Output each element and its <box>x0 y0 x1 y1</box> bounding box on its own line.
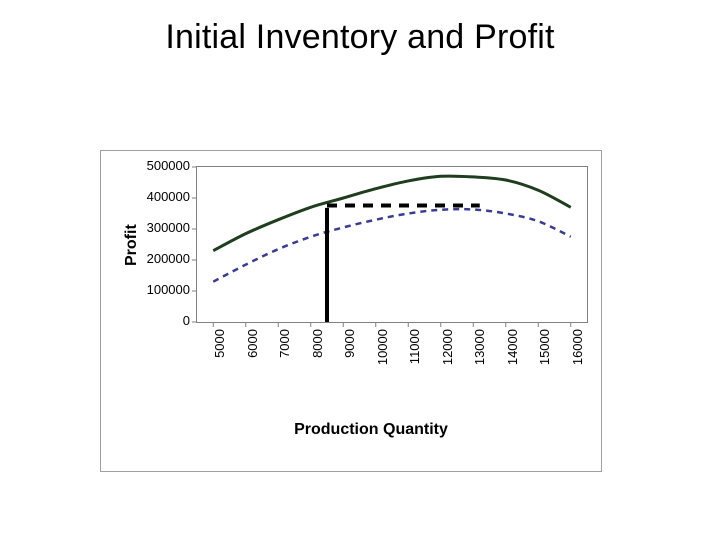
x-tick-label: 6000 <box>245 329 260 377</box>
x-tick-label: 12000 <box>440 329 455 377</box>
series-b-dashed <box>213 209 571 282</box>
x-tick-label: 8000 <box>310 329 325 377</box>
x-tick-label: 9000 <box>342 329 357 377</box>
slide: Initial Inventory and Profit Profit Prod… <box>0 0 720 540</box>
chart-container: Profit Production Quantity 0100000200000… <box>100 150 602 472</box>
x-tick-label: 10000 <box>375 329 390 377</box>
series-a-solid <box>213 176 571 251</box>
y-tick-label: 300000 <box>136 220 190 235</box>
chart-svg <box>197 167 587 322</box>
x-tick-label: 16000 <box>570 329 585 377</box>
x-tick-label: 15000 <box>537 329 552 377</box>
x-axis-label: Production Quantity <box>251 421 491 439</box>
x-tick-label: 14000 <box>505 329 520 377</box>
page-title: Initial Inventory and Profit <box>0 18 720 57</box>
x-tick-label: 13000 <box>472 329 487 377</box>
y-tick-label: 400000 <box>136 189 190 204</box>
y-tick-label: 0 <box>136 313 190 328</box>
y-tick-label: 200000 <box>136 251 190 266</box>
y-tick-label: 500000 <box>136 158 190 173</box>
x-tick-label: 11000 <box>407 329 422 377</box>
x-tick-label: 5000 <box>212 329 227 377</box>
y-tick-label: 100000 <box>136 282 190 297</box>
x-tick-label: 7000 <box>277 329 292 377</box>
plot-area <box>196 166 588 323</box>
